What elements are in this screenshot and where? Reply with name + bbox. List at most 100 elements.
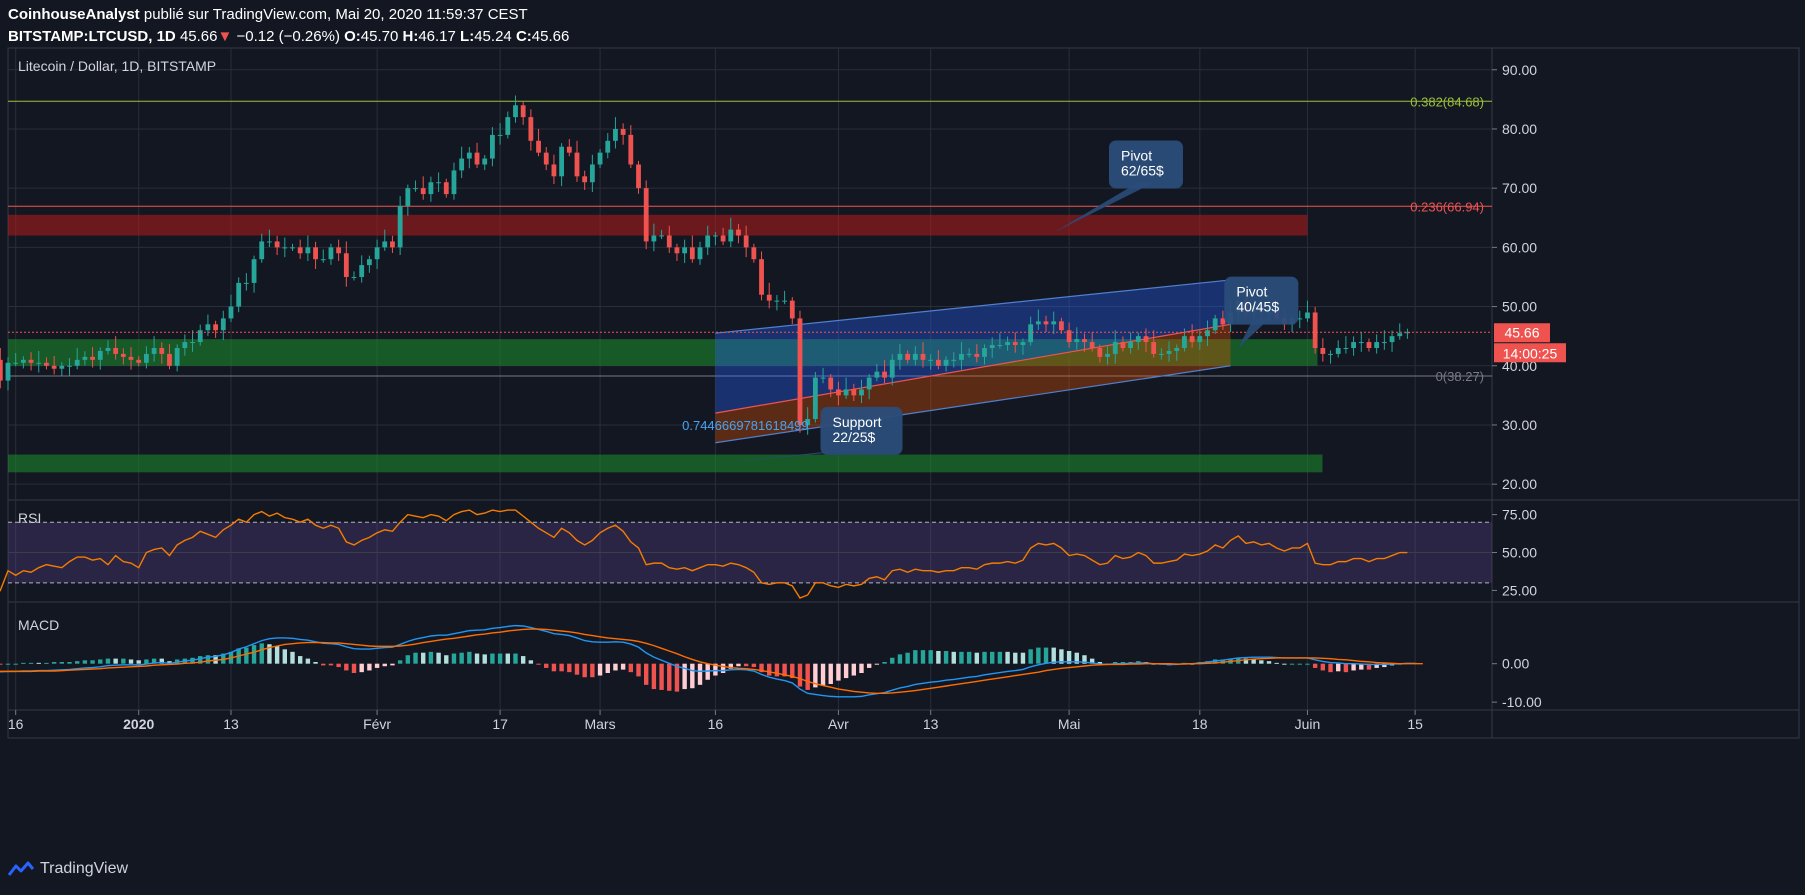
candle[interactable] <box>1220 310 1226 330</box>
candle[interactable] <box>520 101 526 125</box>
candle[interactable] <box>589 154 595 193</box>
candle[interactable] <box>789 297 795 325</box>
candle[interactable] <box>751 243 757 263</box>
candle[interactable] <box>1105 346 1110 365</box>
candle[interactable] <box>797 310 803 433</box>
macd-signal-line[interactable] <box>0 628 1423 695</box>
candle[interactable] <box>689 235 695 263</box>
candle[interactable] <box>659 229 664 240</box>
candle[interactable] <box>305 235 311 261</box>
candle[interactable] <box>1005 336 1010 351</box>
candle[interactable] <box>951 352 957 368</box>
candle[interactable] <box>374 239 380 269</box>
candle[interactable] <box>36 350 42 373</box>
candle[interactable] <box>828 374 834 398</box>
candle[interactable] <box>636 160 641 194</box>
candle[interactable] <box>220 310 226 341</box>
candle[interactable] <box>1112 330 1118 364</box>
candle[interactable] <box>343 241 349 287</box>
candle[interactable] <box>851 383 857 401</box>
candle[interactable] <box>651 223 657 252</box>
candle[interactable] <box>1405 328 1410 339</box>
candle[interactable] <box>559 143 565 187</box>
candle[interactable] <box>197 324 203 346</box>
candle[interactable] <box>766 282 772 309</box>
candle[interactable] <box>805 407 811 435</box>
candle[interactable] <box>328 243 334 265</box>
candle[interactable] <box>82 351 88 366</box>
candle[interactable] <box>366 255 372 273</box>
candle[interactable] <box>274 235 280 256</box>
candle[interactable] <box>728 217 734 248</box>
candle[interactable] <box>859 379 864 404</box>
candle[interactable] <box>1205 320 1210 346</box>
candle[interactable] <box>1166 341 1172 362</box>
candle[interactable] <box>1212 314 1218 334</box>
candle[interactable] <box>736 223 741 244</box>
candle[interactable] <box>397 196 403 256</box>
candle[interactable] <box>28 352 34 371</box>
candle[interactable] <box>297 239 303 259</box>
candle[interactable] <box>1128 332 1134 354</box>
candle[interactable] <box>405 184 411 216</box>
candle[interactable] <box>1366 338 1372 352</box>
candle[interactable] <box>74 348 80 370</box>
candle[interactable] <box>459 146 465 179</box>
candle[interactable] <box>643 180 649 250</box>
candle[interactable] <box>882 359 887 384</box>
candle[interactable] <box>151 336 157 362</box>
candle[interactable] <box>1312 306 1318 354</box>
candle[interactable] <box>267 229 272 248</box>
candle[interactable] <box>413 180 418 192</box>
candle[interactable] <box>482 155 488 171</box>
candle[interactable] <box>1389 330 1395 352</box>
candle[interactable] <box>97 347 103 370</box>
candle[interactable] <box>782 290 788 305</box>
candle[interactable] <box>1197 330 1203 350</box>
candle[interactable] <box>874 363 880 382</box>
candle[interactable] <box>513 95 518 123</box>
candle[interactable] <box>1189 324 1195 348</box>
candle[interactable] <box>820 367 826 384</box>
candle[interactable] <box>674 243 680 261</box>
candle[interactable] <box>44 357 49 370</box>
candle[interactable] <box>574 140 580 182</box>
candle[interactable] <box>1020 338 1026 355</box>
candle[interactable] <box>997 333 1003 349</box>
brand-name[interactable]: TradingView <box>40 860 129 877</box>
candle[interactable] <box>428 176 434 202</box>
candle[interactable] <box>1028 316 1034 346</box>
candle[interactable] <box>597 149 603 169</box>
candle[interactable] <box>697 241 703 265</box>
candle[interactable] <box>236 277 242 313</box>
candle[interactable] <box>1066 322 1072 348</box>
candle[interactable] <box>1097 344 1103 363</box>
candle[interactable] <box>712 231 718 246</box>
candle[interactable] <box>720 227 726 245</box>
candle[interactable] <box>1174 344 1180 361</box>
channel-lower-line[interactable] <box>715 365 1231 444</box>
candle[interactable] <box>1120 336 1126 352</box>
candle[interactable] <box>313 241 318 269</box>
candle[interactable] <box>420 176 426 200</box>
candle[interactable] <box>959 342 964 370</box>
candle[interactable] <box>1305 300 1310 322</box>
candle[interactable] <box>812 371 818 423</box>
rsi-line[interactable] <box>0 509 1408 599</box>
candle[interactable] <box>1012 332 1018 353</box>
candle[interactable] <box>497 123 503 145</box>
candle[interactable] <box>205 314 211 336</box>
candle[interactable] <box>628 125 634 169</box>
candle[interactable] <box>67 358 72 376</box>
candle[interactable] <box>1035 309 1041 330</box>
resistance-zone[interactable] <box>8 214 1308 236</box>
candle[interactable] <box>774 295 780 311</box>
candle[interactable] <box>90 347 95 368</box>
candle[interactable] <box>505 111 511 139</box>
candle[interactable] <box>1135 332 1141 350</box>
candle[interactable] <box>290 243 295 251</box>
candle[interactable] <box>1297 310 1303 329</box>
candle[interactable] <box>1320 338 1326 362</box>
candle[interactable] <box>490 127 495 167</box>
